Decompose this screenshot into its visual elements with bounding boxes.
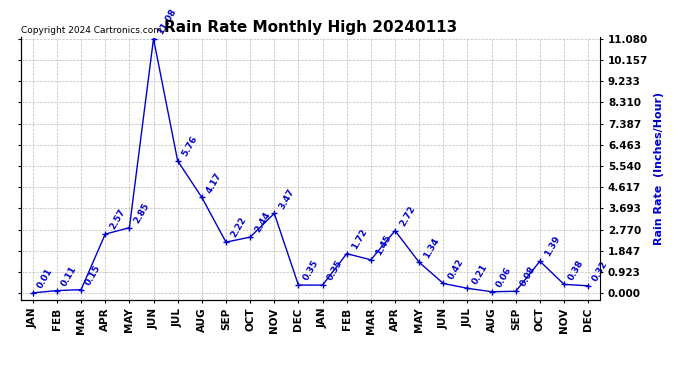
Text: 1.34: 1.34 xyxy=(422,236,441,260)
Text: 11.08: 11.08 xyxy=(157,7,178,36)
Text: 0.11: 0.11 xyxy=(60,264,79,288)
Text: 0.01: 0.01 xyxy=(36,267,55,290)
Text: 3.47: 3.47 xyxy=(277,187,296,211)
Text: 0.06: 0.06 xyxy=(495,266,513,289)
Text: 1.39: 1.39 xyxy=(543,235,562,258)
Text: 4.17: 4.17 xyxy=(205,171,224,195)
Text: Copyright 2024 Cartronics.com: Copyright 2024 Cartronics.com xyxy=(21,26,162,35)
Title: Rain Rate Monthly High 20240113: Rain Rate Monthly High 20240113 xyxy=(164,20,457,35)
Text: 5.76: 5.76 xyxy=(181,134,199,158)
Text: 0.35: 0.35 xyxy=(326,259,344,282)
Text: 2.57: 2.57 xyxy=(108,208,127,231)
Y-axis label: Rain Rate  (Inches/Hour): Rain Rate (Inches/Hour) xyxy=(654,92,664,245)
Text: 2.72: 2.72 xyxy=(398,204,417,228)
Text: 2.85: 2.85 xyxy=(132,201,151,225)
Text: 0.42: 0.42 xyxy=(446,257,465,281)
Text: 1.45: 1.45 xyxy=(374,233,393,257)
Text: 0.32: 0.32 xyxy=(591,260,610,283)
Text: 0.35: 0.35 xyxy=(302,259,320,282)
Text: 0.21: 0.21 xyxy=(471,262,489,285)
Text: 0.08: 0.08 xyxy=(519,265,538,288)
Text: 1.72: 1.72 xyxy=(350,227,368,251)
Text: 2.22: 2.22 xyxy=(229,216,248,239)
Text: 0.38: 0.38 xyxy=(567,258,586,282)
Text: 2.44: 2.44 xyxy=(253,210,272,234)
Text: 0.15: 0.15 xyxy=(84,263,103,287)
